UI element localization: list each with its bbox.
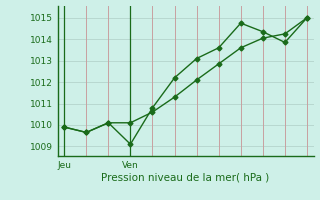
- X-axis label: Pression niveau de la mer( hPa ): Pression niveau de la mer( hPa ): [101, 173, 270, 183]
